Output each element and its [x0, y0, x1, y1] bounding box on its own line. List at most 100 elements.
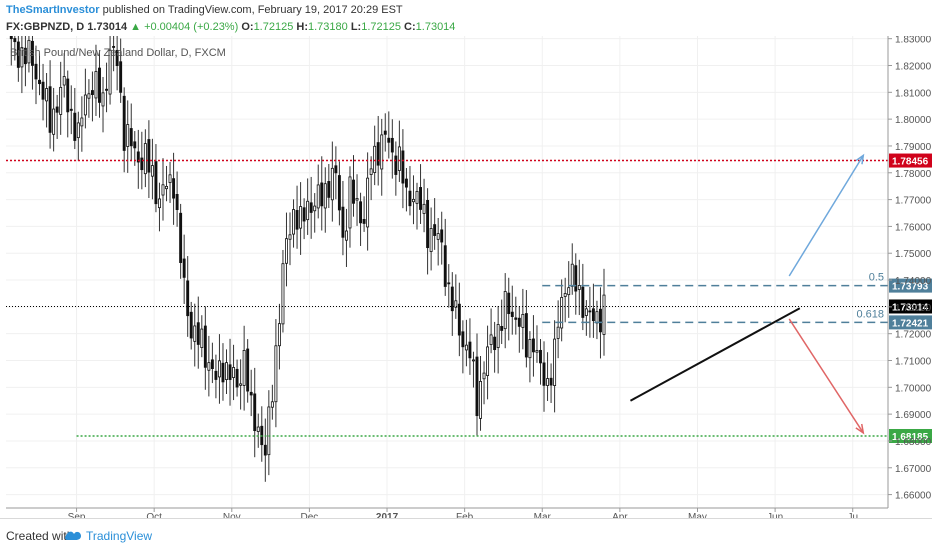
time-axis[interactable]: Sep Oct Nov Dec 2017 Feb Mar Apr May Jun Ju: [6, 507, 888, 518]
tradingview-brand[interactable]: TradingView: [86, 529, 153, 543]
candle-body: [242, 350, 246, 386]
candle-body: [52, 108, 56, 135]
candle-body: [13, 38, 17, 43]
candle-body: [136, 151, 140, 163]
candle-body: [323, 183, 327, 209]
candle-body: [468, 341, 472, 359]
candle-body: [422, 203, 426, 214]
candle-body: [23, 47, 27, 65]
candle-body: [150, 165, 154, 177]
candle-body: [45, 88, 49, 102]
candle-body: [9, 36, 13, 40]
candle-body: [179, 212, 183, 263]
candle-body: [524, 313, 528, 358]
candle-body: [101, 92, 105, 107]
fib-label: 0.5: [869, 272, 884, 284]
candle-body: [327, 181, 331, 198]
candle-body: [553, 338, 557, 386]
time-tick-label: Sep: [68, 512, 86, 518]
candle-body: [210, 359, 214, 370]
up-arrow-line: [788, 154, 864, 277]
candle-body: [16, 41, 20, 68]
footer: Created with TradingView: [0, 518, 932, 551]
price-tick-label: 1.73000: [895, 303, 932, 314]
price-level-badge: [889, 153, 932, 168]
time-tick-label: Nov: [223, 512, 241, 518]
candle-body: [482, 372, 486, 380]
candle-body: [158, 198, 161, 209]
candle-body: [539, 349, 542, 364]
candle-body: [486, 346, 490, 376]
candle-body: [556, 326, 560, 339]
time-tick-label: Dec: [301, 512, 319, 518]
candle-body: [415, 191, 419, 204]
price-tick-label: 1.67000: [895, 464, 932, 475]
candle-body: [549, 377, 553, 386]
candle-body: [577, 285, 581, 290]
candle-body: [172, 178, 176, 199]
candle-body: [302, 207, 306, 222]
candle-body: [390, 137, 394, 153]
low-label: L:: [350, 21, 362, 33]
candle-body: [464, 344, 468, 351]
candle-body: [542, 362, 546, 386]
candle-body: [76, 122, 80, 139]
candle-body: [404, 178, 408, 188]
time-tick-label: Oct: [146, 512, 162, 518]
candle-body: [66, 78, 70, 113]
time-tick-label: 2017: [376, 512, 399, 518]
candle-body: [412, 198, 415, 203]
candle-body: [408, 190, 412, 207]
candle-body: [447, 282, 451, 285]
candle-body: [366, 177, 370, 228]
price-tick-label: 1.81000: [895, 88, 932, 99]
candle-body: [295, 210, 299, 230]
price-tick-label: 1.80000: [895, 115, 932, 126]
candle-body: [249, 391, 253, 396]
candle-body: [193, 325, 197, 342]
candle-body: [450, 286, 454, 312]
candle-body: [270, 401, 274, 408]
price-tick-label: 1.82000: [895, 62, 932, 73]
up-arrow-head: [855, 153, 865, 165]
created-with-text: Created with: [6, 529, 74, 543]
chart-title: British Pound/New Zealand Dollar, D, FXC…: [10, 47, 226, 59]
candle-body: [90, 90, 94, 95]
candle-body: [122, 95, 126, 151]
time-tick-label: Jun: [767, 512, 783, 518]
candle-body: [316, 184, 320, 209]
price-axis[interactable]: 1.66000 1.67000 1.68000 1.69000 1.70000 1.710…: [887, 36, 932, 508]
candle-body: [517, 317, 521, 327]
candle-body: [221, 362, 225, 383]
candle-body: [581, 286, 585, 318]
candle-body: [531, 338, 535, 353]
candle-body: [472, 359, 475, 362]
candle-body: [59, 86, 63, 115]
candle-body: [602, 294, 606, 335]
candle-body: [394, 155, 398, 175]
price-chart[interactable]: 1.78456 0.5 1.73793 0.618 1.72421 1.68185 1.73…: [0, 36, 932, 518]
candle-body: [320, 182, 324, 207]
price-level-label: 1.68185: [892, 432, 929, 443]
candle-body: [570, 263, 574, 287]
candle-body: [20, 47, 24, 68]
candle-body: [588, 310, 592, 313]
candle-body: [383, 130, 387, 135]
price-level-badge: [889, 299, 932, 314]
candle-body: [493, 336, 497, 351]
trendline: [629, 307, 801, 402]
candle-body: [479, 381, 482, 419]
candle-body: [528, 339, 532, 359]
author-link[interactable]: TheSmartInvestor: [6, 4, 100, 16]
chart-grid: [6, 36, 888, 508]
candle-body: [246, 348, 250, 392]
candle-body: [154, 161, 158, 205]
candle-body: [115, 49, 119, 66]
symbol-label[interactable]: FX:GBPNZD, D: [6, 21, 85, 33]
chart-background: [0, 36, 932, 518]
candle-body: [189, 311, 193, 339]
price-level-label: 1.73793: [892, 282, 929, 293]
price-tick-label: 1.70000: [895, 383, 932, 394]
candle-body: [574, 265, 578, 292]
time-tick-label: Apr: [612, 512, 628, 518]
